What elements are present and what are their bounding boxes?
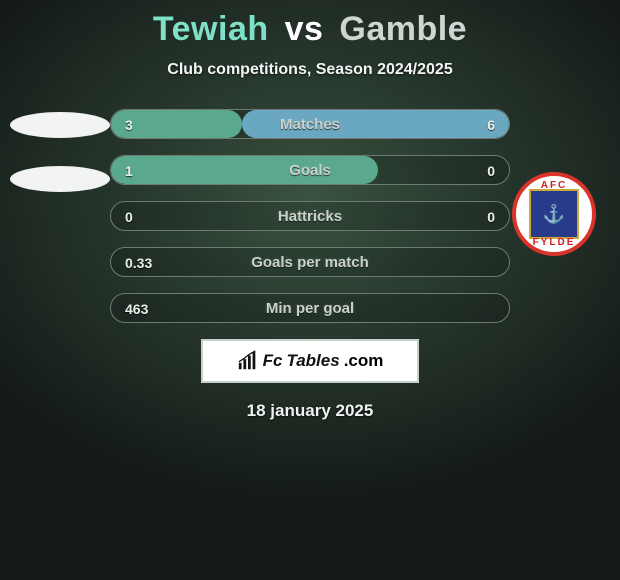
stat-right-value: 0	[487, 202, 495, 231]
stat-label: Min per goal	[111, 294, 509, 323]
bar-chart-icon	[237, 350, 259, 372]
page-title: Tewiah vs Gamble	[0, 0, 620, 49]
brand-text-b: Tables	[286, 351, 339, 371]
stat-label: Matches	[111, 110, 509, 139]
stat-label: Goals per match	[111, 248, 509, 277]
stat-row: 0 Hattricks 0	[110, 201, 510, 231]
subtitle: Club competitions, Season 2024/2025	[0, 61, 620, 79]
player1-badge-area	[10, 112, 110, 212]
brand-text-a: Fc	[263, 351, 283, 371]
vs-text: vs	[285, 10, 324, 48]
club1-placeholder-icon	[10, 166, 110, 192]
brand-badge: FcTables.com	[201, 339, 419, 383]
player1-placeholder-icon	[10, 112, 110, 138]
brand-suffix: .com	[344, 351, 384, 371]
crest-bottom-text: FYLDE	[533, 237, 576, 248]
stat-row: 0.33 Goals per match	[110, 247, 510, 277]
stat-row: 463 Min per goal	[110, 293, 510, 323]
stat-right-value: 0	[487, 156, 495, 185]
club2-crest-icon: AFC ⚓ FYLDE	[512, 172, 596, 256]
stat-label: Goals	[111, 156, 509, 185]
stat-row: 1 Goals 0	[110, 155, 510, 185]
date-text: 18 january 2025	[0, 401, 620, 421]
stat-row: 3 Matches 6	[110, 109, 510, 139]
comparison-card: Tewiah vs Gamble Club competitions, Seas…	[0, 0, 620, 580]
stat-right-value: 6	[487, 110, 495, 139]
stat-label: Hattricks	[111, 202, 509, 231]
player2-name: Gamble	[339, 10, 467, 48]
player2-badge-area: AFC ⚓ FYLDE	[512, 172, 612, 272]
crest-top-text: AFC	[541, 180, 568, 191]
crest-inner-icon: ⚓	[529, 189, 579, 239]
player1-name: Tewiah	[153, 10, 269, 48]
stats-list: 3 Matches 6 1 Goals 0 0 Hattricks 0 0.33…	[110, 109, 510, 323]
